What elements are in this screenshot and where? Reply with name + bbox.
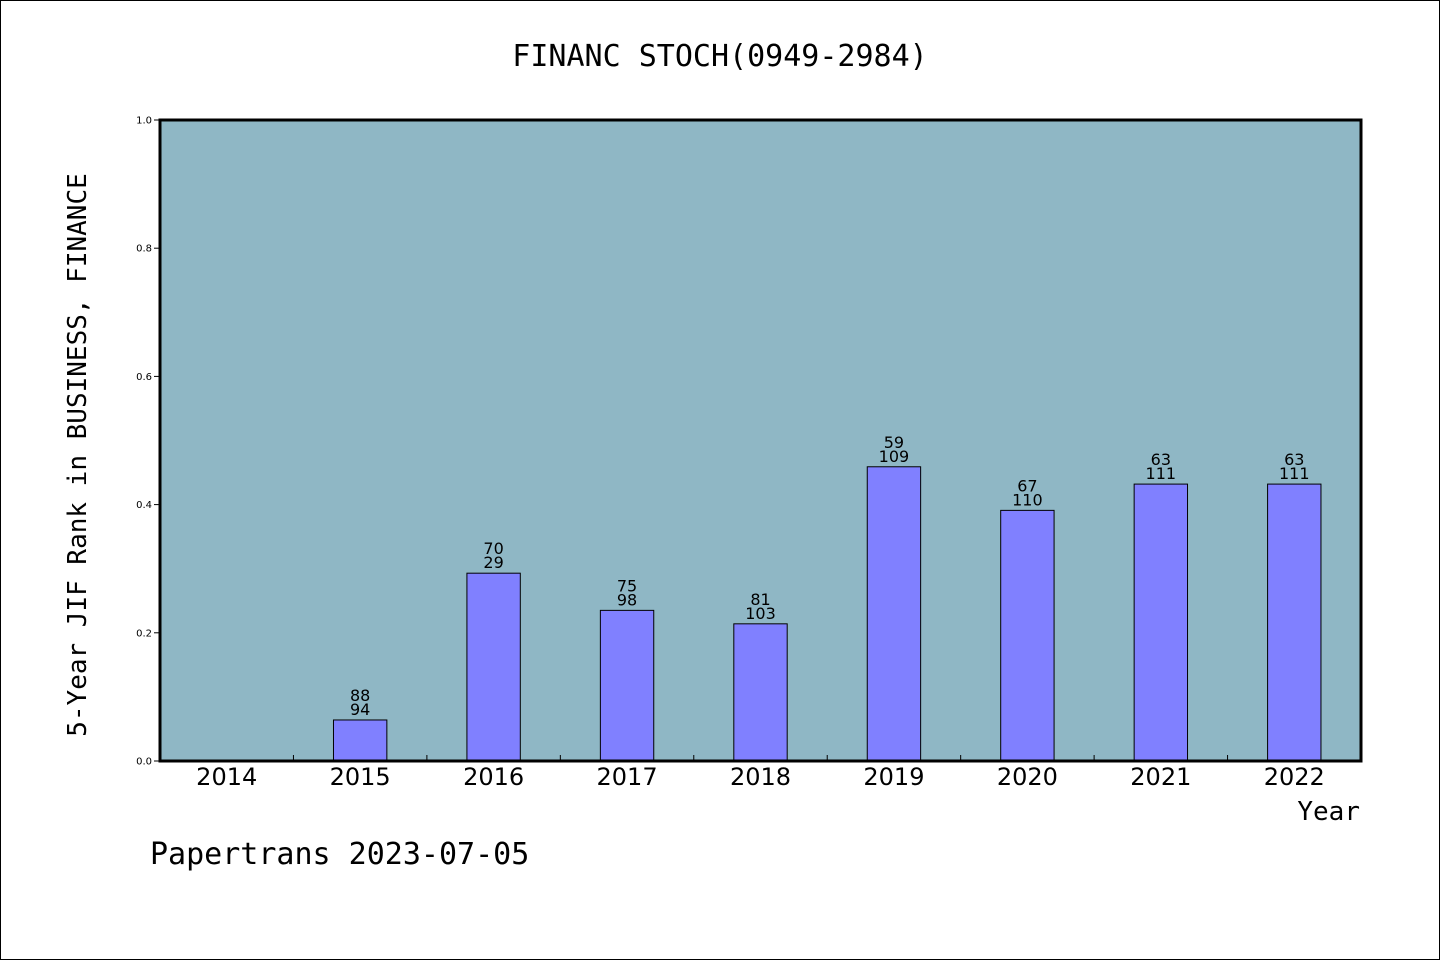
bar-label-top: 75 <box>617 576 637 595</box>
x-tick-label: 2017 <box>597 763 658 791</box>
footer-text: Papertrans 2023-07-05 <box>150 837 529 872</box>
x-tick-label: 2014 <box>196 763 257 791</box>
bar <box>866 466 922 762</box>
chart-title: FINANC STOCH(0949-2984) <box>512 39 927 74</box>
bar <box>733 623 788 762</box>
bar <box>1000 509 1055 762</box>
bar <box>599 609 655 762</box>
bar <box>1267 483 1322 762</box>
x-axis-label: Year <box>1297 797 1360 827</box>
bar-label-top: 67 <box>1017 476 1037 495</box>
bar-label-top: 63 <box>1284 450 1304 469</box>
x-axis-ticks: 2014 2015 2016 2017 2018 2019 2020 2021 2022 <box>196 755 1325 791</box>
y-axis-ticks: 0.0 0.2 0.4 0.6 0.8 1.0 <box>136 116 160 768</box>
x-tick-label: 2021 <box>1130 763 1191 791</box>
bar-label-bottom: 109 <box>879 447 910 466</box>
bar-label-bottom: 103 <box>745 604 776 623</box>
x-tick-label: 2016 <box>463 763 524 791</box>
plot-border <box>158 118 1363 763</box>
bar-label-bottom: 94 <box>350 700 370 719</box>
y-tick-label: 0.8 <box>136 244 152 255</box>
bars <box>332 466 1322 762</box>
x-tick-label: 2015 <box>330 763 391 791</box>
bar-label-top: 70 <box>483 539 503 558</box>
bar-label-bottom: 111 <box>1146 464 1177 483</box>
y-tick-label: 1.0 <box>136 116 152 127</box>
bar-label-bottom: 110 <box>1012 490 1043 509</box>
y-tick-label: 0.6 <box>136 372 152 383</box>
y-tick-label: 0.0 <box>136 757 152 768</box>
bar-label-bottom: 111 <box>1279 464 1310 483</box>
bar-label-top: 59 <box>884 433 904 452</box>
bar <box>332 719 388 762</box>
bar-label-bottom: 98 <box>617 590 637 609</box>
y-tick-label: 0.4 <box>136 500 152 511</box>
x-tick-label: 2020 <box>997 763 1058 791</box>
y-tick-label: 0.2 <box>136 628 152 639</box>
y-axis-label: 5-Year JIF Rank in BUSINESS, FINANCE <box>63 173 93 737</box>
bar-label-top: 63 <box>1151 450 1171 469</box>
bar <box>466 572 521 762</box>
bar-label-top: 81 <box>750 590 770 609</box>
bar-label-bottom: 29 <box>483 553 503 572</box>
bar-label-top: 88 <box>350 686 370 705</box>
x-tick-label: 2022 <box>1264 763 1325 791</box>
x-tick-label: 2018 <box>730 763 791 791</box>
x-tick-label: 2019 <box>863 763 924 791</box>
bar <box>1133 483 1189 762</box>
